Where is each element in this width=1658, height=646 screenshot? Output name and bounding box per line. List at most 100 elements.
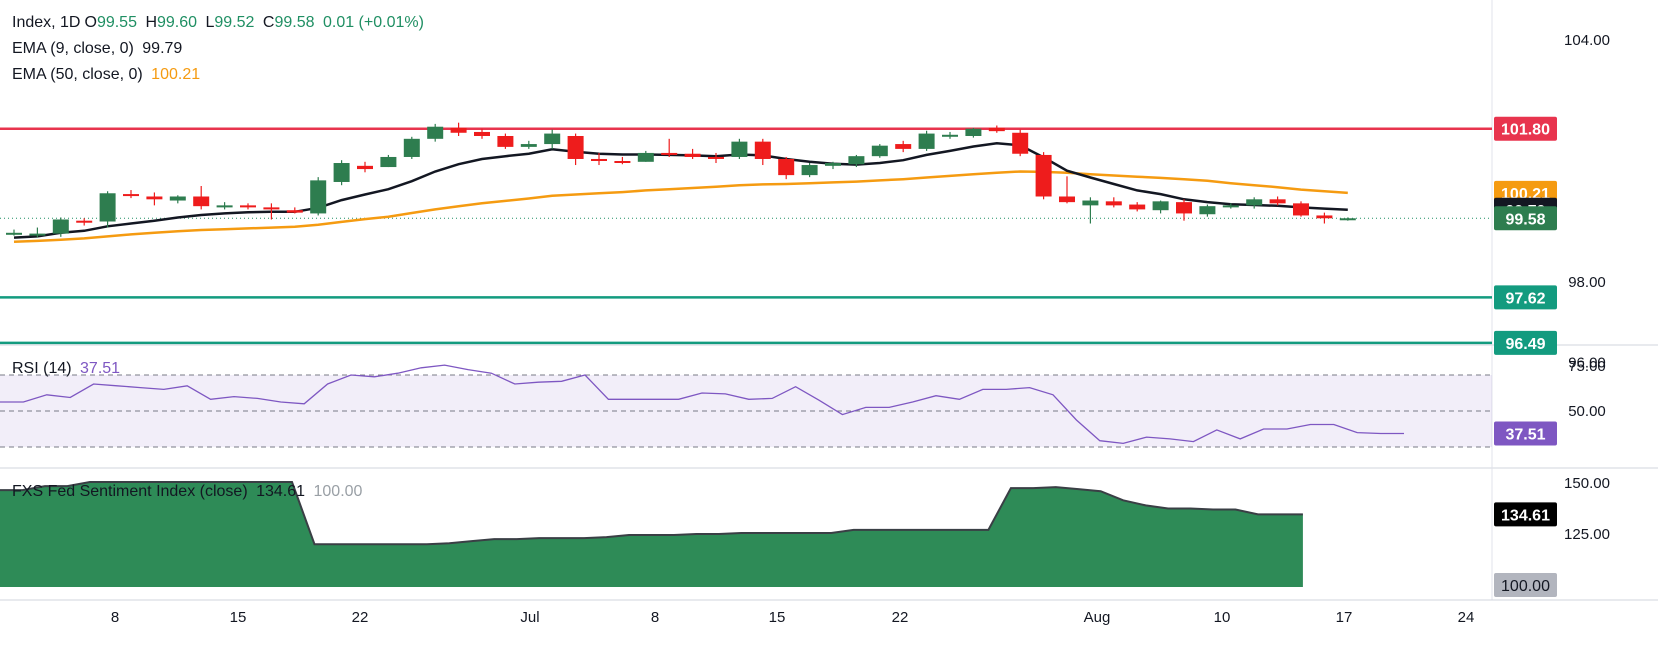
- time-tick-label: 8: [111, 609, 119, 626]
- candle-body: [1316, 215, 1333, 219]
- time-tick-label: Aug: [1084, 609, 1111, 626]
- candle: [263, 203, 280, 220]
- price-tick-label: 96.00: [1568, 355, 1606, 372]
- resistance-level-tag-bg: [1494, 116, 1557, 141]
- candle-body: [403, 138, 420, 157]
- candle-body: [1222, 205, 1239, 208]
- candle: [1012, 129, 1029, 157]
- candle: [778, 156, 795, 180]
- candle: [1035, 152, 1052, 200]
- candle: [591, 152, 607, 166]
- candle: [146, 192, 163, 206]
- candle: [497, 133, 514, 149]
- candle-body: [1035, 154, 1052, 197]
- fxs-label: FXS Fed Sentiment Index (close): [12, 483, 248, 500]
- candle: [1199, 204, 1216, 217]
- candle-body: [1105, 201, 1122, 206]
- fxs-base-tag-bg: [1494, 573, 1557, 597]
- rsi-line: [0, 364, 1404, 445]
- candle: [684, 148, 701, 159]
- candle: [1246, 197, 1263, 209]
- symbol-label: Index, 1D: [12, 14, 81, 31]
- candle-body: [333, 163, 350, 182]
- candle-body: [1129, 204, 1146, 210]
- candle: [965, 127, 982, 138]
- candle: [240, 203, 256, 210]
- ema50-value: 100.21: [151, 66, 201, 83]
- candle-body: [193, 196, 210, 207]
- last-price-tag-bg: [1494, 206, 1557, 231]
- candle-body: [357, 165, 373, 170]
- candle-body: [1199, 206, 1216, 215]
- candle-body: [6, 232, 22, 235]
- candle-body: [123, 194, 139, 197]
- candle: [310, 177, 327, 216]
- candle-body: [1293, 203, 1309, 216]
- ema50-legend: EMA (50, close, 0) 100.21: [12, 65, 204, 85]
- candle-body: [778, 158, 795, 176]
- fxs-value: 134.61: [256, 483, 306, 500]
- candle-body: [310, 180, 327, 214]
- support-level-tag: 96.49: [1505, 336, 1545, 353]
- candle: [544, 129, 561, 149]
- candle-body: [708, 156, 724, 159]
- candle-body: [497, 135, 514, 147]
- candle: [216, 202, 233, 210]
- candle: [825, 161, 841, 170]
- time-tick-label: 24: [1458, 609, 1475, 626]
- candle-body: [871, 145, 888, 157]
- candle-body: [1176, 202, 1192, 214]
- candle: [731, 138, 748, 159]
- candle: [76, 218, 93, 226]
- candle-body: [52, 219, 69, 234]
- candle: [1176, 199, 1192, 221]
- candle: [895, 140, 912, 153]
- candle-body: [240, 205, 256, 208]
- fxs-last-tag: 134.61: [1501, 507, 1550, 524]
- change-value: 0.01 (+0.01%): [322, 14, 424, 31]
- high-value: 99.60: [157, 14, 198, 31]
- rsi-legend: RSI (14) 37.51: [12, 359, 124, 379]
- candle-body: [450, 127, 467, 133]
- time-tick-label: Jul: [520, 609, 539, 626]
- time-tick-label: 15: [230, 609, 247, 626]
- candle-body: [1082, 200, 1099, 206]
- candle: [988, 125, 1005, 133]
- candle-body: [918, 133, 935, 149]
- rsi-label: RSI (14): [12, 360, 72, 377]
- candle-body: [76, 220, 93, 223]
- candle: [1316, 212, 1333, 224]
- rsi-value: 37.51: [80, 360, 121, 377]
- candle: [1082, 197, 1099, 224]
- time-tick-label: 22: [352, 609, 369, 626]
- candle-body: [286, 210, 303, 213]
- time-tick-label: 17: [1336, 609, 1353, 626]
- candle-body: [684, 153, 701, 157]
- candle-body: [731, 141, 748, 157]
- candle-body: [380, 156, 397, 168]
- last-price-tag: 99.58: [1505, 211, 1545, 228]
- fxs-area: [0, 482, 1303, 587]
- rsi-last-tag-bg: [1494, 421, 1557, 446]
- candle: [286, 207, 303, 214]
- candle-body: [520, 144, 537, 147]
- ema50-label: EMA (50, close, 0): [12, 66, 143, 83]
- fxs-legend: FXS Fed Sentiment Index (close) 134.61 1…: [12, 482, 366, 502]
- candle: [848, 154, 865, 168]
- candle-body: [567, 135, 584, 159]
- support-level-tag-bg: [1494, 285, 1557, 310]
- candle: [1129, 202, 1146, 212]
- candle: [99, 191, 116, 228]
- time-tick-label: 10: [1214, 609, 1231, 626]
- candle: [754, 138, 771, 166]
- open-label: O: [84, 14, 97, 31]
- candle-body: [965, 128, 982, 136]
- candle: [567, 133, 584, 166]
- candle-body: [942, 134, 958, 137]
- fxs-last-tag-bg: [1494, 502, 1557, 527]
- candle-body: [216, 205, 233, 208]
- candle: [123, 190, 139, 199]
- candle-body: [544, 133, 561, 145]
- close-value: 99.58: [274, 14, 315, 31]
